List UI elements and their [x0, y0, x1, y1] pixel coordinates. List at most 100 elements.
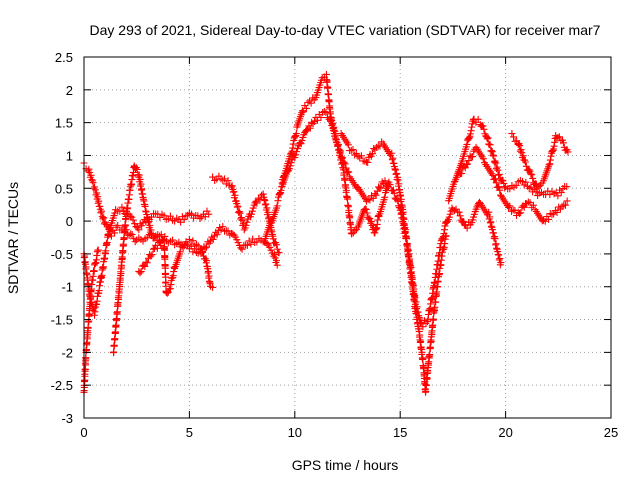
- data-point-1050: [450, 207, 458, 215]
- data-point-1564: [554, 134, 562, 142]
- data-point-1378: [489, 151, 497, 159]
- data-point-106: [233, 236, 241, 244]
- data-point-877: [330, 126, 338, 134]
- data-point-819: [381, 193, 389, 201]
- data-point-688: [302, 104, 310, 112]
- x-tick-label-2: 10: [288, 425, 302, 440]
- data-point-1369: [483, 133, 491, 141]
- data-point-1565: [555, 133, 563, 141]
- data-point-387: [121, 221, 129, 229]
- data-point-575: [237, 215, 245, 223]
- data-point-1382: [492, 159, 500, 167]
- data-point-1365: [479, 122, 487, 130]
- data-point-1426: [563, 183, 571, 191]
- data-point-1127: [368, 150, 376, 158]
- data-point-849: [297, 140, 305, 148]
- data-point-893: [341, 160, 349, 168]
- data-point-96: [217, 226, 225, 234]
- data-point-1384: [493, 163, 501, 171]
- data-point-238: [160, 212, 168, 220]
- data-point-415: [131, 165, 139, 173]
- y-tick-label-1: -2.5: [51, 378, 73, 393]
- data-point-797: [367, 217, 375, 225]
- data-point-603: [262, 200, 270, 208]
- data-point-1482: [520, 203, 528, 211]
- data-point-1507: [558, 202, 566, 210]
- data-point-867: [320, 108, 328, 116]
- y-tick-label-11: 2.5: [55, 50, 73, 65]
- data-point-1473: [508, 207, 516, 215]
- data-point-896: [344, 169, 352, 177]
- data-point-446: [147, 230, 155, 238]
- data-point-3: [85, 165, 93, 173]
- data-point-888: [337, 153, 345, 161]
- data-point-535: [201, 255, 209, 263]
- data-point-1045: [445, 213, 453, 221]
- data-point-594: [253, 199, 261, 207]
- data-points: [80, 70, 572, 396]
- data-point-1421: [554, 192, 562, 200]
- data-point-1377: [488, 148, 496, 156]
- data-point-459: [142, 258, 150, 266]
- data-point-527: [192, 240, 200, 248]
- data-point-76: [189, 248, 197, 256]
- data-point-1347: [463, 140, 471, 148]
- data-point-710: [324, 84, 332, 92]
- data-point-1519: [517, 146, 525, 154]
- data-point-1058: [460, 218, 468, 226]
- x-tick-label-4: 20: [498, 425, 512, 440]
- data-point-1283: [429, 315, 437, 323]
- data-point-707: [323, 77, 331, 85]
- data-point-922: [377, 183, 385, 191]
- data-point-465: [149, 245, 157, 253]
- data-point-932: [390, 189, 398, 197]
- data-point-1515: [514, 141, 522, 149]
- data-point-844: [293, 148, 301, 156]
- data-point-35: [111, 229, 119, 237]
- data-point-778: [351, 227, 359, 235]
- data-point-384: [121, 228, 129, 236]
- data-point-1353: [467, 130, 475, 138]
- data-point-1171: [400, 215, 408, 223]
- data-point-97: [219, 223, 227, 231]
- data-point-13: [92, 191, 100, 199]
- data-point-1366: [480, 125, 488, 133]
- data-point-1471: [505, 203, 513, 211]
- data-point-241: [166, 212, 174, 220]
- data-point-110: [238, 245, 246, 253]
- data-point-1141: [388, 149, 396, 157]
- data-point-1267: [426, 351, 434, 359]
- data-point-1522: [519, 152, 527, 160]
- data-point-868: [322, 109, 330, 117]
- data-point-115: [247, 240, 255, 248]
- data-point-892: [340, 158, 348, 166]
- data-point-757: [342, 186, 350, 194]
- data-point-1216: [413, 313, 421, 321]
- data-point-625: [275, 249, 283, 257]
- data-point-928: [386, 181, 394, 189]
- data-point-967: [407, 264, 415, 272]
- y-tick-label-0: -3: [61, 411, 73, 426]
- data-point-571: [234, 202, 242, 210]
- data-point-1111: [344, 141, 352, 149]
- data-point-890: [339, 154, 347, 162]
- data-point-925: [381, 177, 389, 185]
- data-point-1155: [395, 180, 403, 188]
- data-point-417: [133, 166, 141, 174]
- data-point-879: [331, 130, 339, 138]
- data-point-443: [146, 221, 154, 229]
- data-point-1355: [468, 123, 476, 131]
- data-point-752: [341, 176, 349, 184]
- data-point-605: [263, 204, 271, 212]
- data-point-463: [147, 252, 155, 260]
- data-point-420: [135, 171, 143, 179]
- data-point-318: [90, 267, 98, 275]
- data-point-865: [317, 114, 325, 121]
- data-point-855: [303, 126, 311, 134]
- data-point-449: [152, 233, 160, 241]
- data-point-1320: [442, 232, 450, 240]
- data-point-776: [348, 230, 356, 238]
- data-point-894: [342, 164, 350, 172]
- data-point-858: [306, 124, 314, 132]
